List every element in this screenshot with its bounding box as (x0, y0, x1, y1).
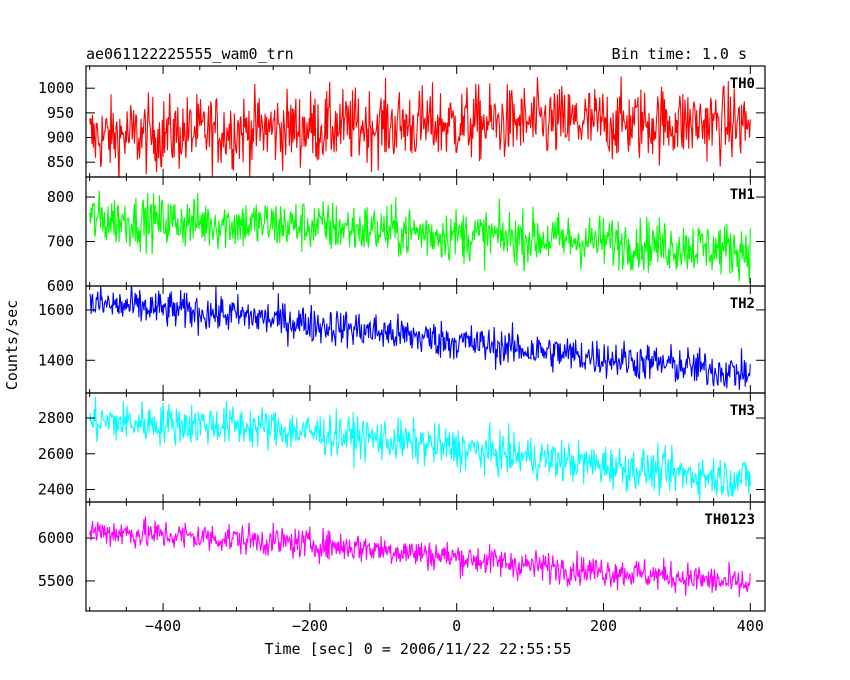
series-line-th2 (89, 286, 751, 390)
y-tick-label: 600 (47, 277, 74, 295)
chart-title: ae061122225555_wam0_trn (86, 45, 294, 63)
y-tick-label: 700 (47, 233, 74, 251)
x-tick-label: −400 (145, 617, 181, 635)
series-line-th0123 (89, 516, 751, 598)
y-axis-title: Counts/sec (3, 300, 21, 390)
y-tick-label: 1600 (38, 301, 74, 319)
y-tick-label: 800 (47, 188, 74, 206)
y-tick-label: 6000 (38, 529, 74, 547)
y-tick-label: 1400 (38, 351, 74, 369)
y-tick-label: 2600 (38, 445, 74, 463)
x-tick-label: 200 (590, 617, 617, 635)
panels-group: TH0 850 900 950 1000 TH1 600 700 800 TH2 1400 1600 T… (38, 65, 766, 635)
series-line-th0 (89, 76, 751, 177)
x-tick-label: 0 (452, 617, 461, 635)
panel-label-th2: TH2 (730, 296, 755, 312)
y-tick-label: 1000 (38, 79, 74, 97)
x-tick-label: −200 (292, 617, 328, 635)
panel-label-th1: TH1 (730, 187, 755, 203)
y-tick-label: 2400 (38, 480, 74, 498)
series-line-th3 (89, 397, 751, 502)
x-axis-title: Time [sec] 0 = 2006/11/22 22:55:55 (264, 640, 571, 658)
panel-frame-th0123 (85, 501, 766, 612)
y-tick-label: 900 (47, 129, 74, 147)
panel-label-th0: TH0 (730, 76, 755, 92)
series-line-th1 (89, 190, 751, 283)
y-tick-label: 5500 (38, 572, 74, 590)
panel-frame-th2 (85, 285, 766, 394)
panel-label-th3: TH3 (730, 403, 755, 419)
y-tick-label: 850 (47, 153, 74, 171)
y-tick-label: 950 (47, 104, 74, 122)
panel-label-th0123: TH0123 (704, 512, 755, 528)
bin-time-label: Bin time: 1.0 s (612, 45, 747, 63)
y-tick-label: 2800 (38, 409, 74, 427)
x-tick-label: 400 (737, 617, 764, 635)
